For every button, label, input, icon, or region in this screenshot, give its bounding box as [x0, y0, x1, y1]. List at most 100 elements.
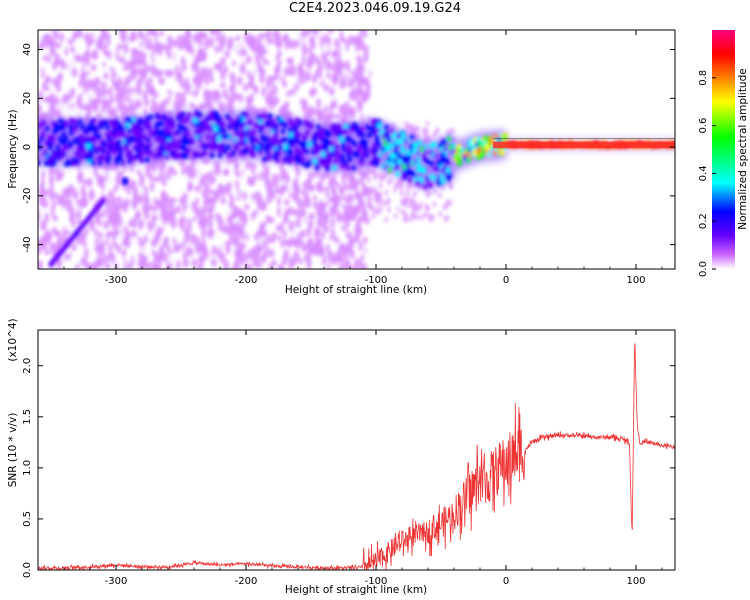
spectrogram-noise-cell	[348, 77, 355, 88]
spectrogram-noise-cell	[79, 236, 87, 249]
spectrogram-noise-cell	[98, 245, 106, 256]
spectrogram-noise-cell	[339, 44, 346, 56]
spectrogram-noise-cell	[301, 260, 308, 269]
spectrogram-noise-cell	[56, 258, 63, 266]
spectrogram-noise-cell	[206, 72, 212, 80]
spectrogram-noise-cell	[69, 87, 76, 98]
spectrogram-noise-cell	[217, 215, 223, 222]
spectrogram-noise-cell	[102, 97, 108, 109]
spectrogram-ridge-cell	[238, 140, 244, 146]
spectrogram-ridge-cell	[381, 146, 386, 152]
spectrogram-noise-cell	[234, 179, 240, 190]
spectrogram-noise-cell	[348, 184, 353, 191]
spectrogram-noise-cell	[362, 185, 367, 192]
spectrogram-noise-cell	[218, 43, 224, 52]
spectrogram-noise-cell	[234, 34, 241, 42]
spectrogram-noise-cell	[255, 219, 260, 231]
spectrogram-noise-cell	[356, 57, 364, 65]
spectrogram-noise-cell	[356, 196, 364, 203]
colorbar-tick-label: 0.6	[698, 118, 709, 134]
spectrogram-ridge-cell	[283, 122, 288, 129]
spectrogram-ridge-cell	[350, 126, 355, 133]
spectrogram-noise-cell	[237, 93, 244, 104]
spectrogram-noise-cell	[196, 47, 204, 57]
spectrogram-noise-cell	[145, 82, 150, 92]
spectrogram-noise-cell	[167, 253, 174, 264]
spectrogram-noise-cell	[111, 253, 116, 265]
snr-y-multiplier-text: (x10^4)	[7, 318, 19, 361]
spectrogram-ridge-cell	[234, 140, 239, 146]
spectrogram-noise-cell	[130, 179, 137, 191]
spectrogram-ridge-cell	[391, 134, 396, 140]
spectrogram-noise-cell	[283, 100, 289, 113]
spectrogram-ridge-cell	[124, 137, 130, 144]
spectrogram-ridge-cell	[130, 155, 135, 162]
spectrogram-noise-cell	[279, 171, 284, 183]
spectrogram-noise-cell	[260, 221, 267, 231]
spectrogram-noise-cell	[125, 252, 132, 264]
spectrogram-ridge-cell	[84, 139, 89, 146]
spectrogram-ridge-cell	[376, 142, 382, 148]
spectrogram-noise-cell	[171, 196, 177, 204]
spectrogram-noise-cell	[137, 30, 143, 41]
spectrogram-noise-cell	[204, 60, 212, 69]
spectrogram-noise-cell	[322, 43, 329, 54]
spectrogram-ridge-cell	[386, 137, 391, 143]
spectrogram-noise-cell	[253, 209, 259, 217]
spectrogram-noise-cell	[424, 134, 429, 141]
spectrogram-noise-cell	[254, 54, 259, 61]
spectrogram-noise-cell	[384, 189, 389, 196]
spectrogram-noise-cell	[254, 250, 261, 262]
spectrogram-ridge-cell	[170, 123, 176, 130]
spectrogram-ridge-cell	[225, 113, 230, 120]
spectrogram-noise-cell	[185, 207, 193, 220]
spectrogram-noise-cell	[138, 262, 144, 269]
spectrogram-noise-cell	[214, 30, 222, 34]
spectrogram-noise-cell	[343, 100, 350, 112]
spectrogram-noise-cell	[175, 71, 181, 83]
spectrogram-noise-cell	[55, 230, 62, 238]
spectrogram-noise-cell	[270, 236, 276, 244]
spectrogram-noise-cell	[438, 131, 443, 138]
spectrogram-noise-cell	[143, 233, 149, 243]
spectrogram-ridge-cell	[216, 115, 221, 122]
spectrogram-noise-cell	[212, 232, 218, 243]
spectrogram-noise-cell	[129, 105, 135, 116]
spectrogram-ridge	[38, 110, 675, 190]
spectrogram-ridge-cell	[83, 128, 88, 135]
spectrogram-noise-cell	[273, 30, 281, 42]
spectrogram-noise-cell	[196, 34, 202, 41]
spectrogram-noise-cell	[399, 185, 404, 192]
spectrogram-noise-cell	[220, 158, 228, 170]
spectrogram-noise-cell	[310, 87, 318, 96]
spectrogram-noise-cell	[218, 101, 226, 110]
spectrogram-noise-cell	[198, 254, 206, 264]
spectrogram-ridge-cell	[375, 127, 381, 134]
spectrogram-noise-cell	[108, 86, 113, 98]
spectrogram-noise-cell	[287, 206, 294, 216]
spectrogram-noise-cell	[159, 170, 165, 183]
spectrogram-noise-cell	[183, 83, 191, 93]
spectrogram-noise-cell	[222, 260, 230, 269]
spectrogram-ridge-cell	[159, 130, 164, 137]
spectrogram-noise-cell	[190, 233, 196, 245]
spectrogram-noise-cell	[348, 236, 355, 243]
spectrogram-ridge-cell	[230, 150, 236, 156]
spectrogram-ridge-cell	[40, 131, 46, 137]
spectrogram-ridge-cell	[366, 132, 372, 138]
spectrogram-noise-cell	[323, 225, 331, 233]
spectrogram-ridge-cell	[446, 172, 451, 179]
spectrogram-ridge-cell	[220, 121, 225, 128]
spectrogram-noise-cell	[207, 227, 213, 240]
spectrogram-ridge-cell	[289, 139, 295, 146]
spectrogram-noise-cell	[347, 213, 352, 220]
spectrogram-noise-cell	[310, 184, 315, 193]
spectrogram-ridge-cell	[180, 118, 185, 125]
spectrogram-noise-cell	[288, 56, 294, 66]
spectrogram-ridge-cell	[273, 153, 278, 160]
spectrogram-noise-cell	[148, 85, 155, 95]
spectrogram-noise-cell	[98, 231, 103, 240]
spectrogram-ridge-cell	[404, 157, 409, 164]
spectrogram-ridge-cell	[64, 120, 69, 127]
spectrogram-ridge-cell	[266, 120, 272, 127]
